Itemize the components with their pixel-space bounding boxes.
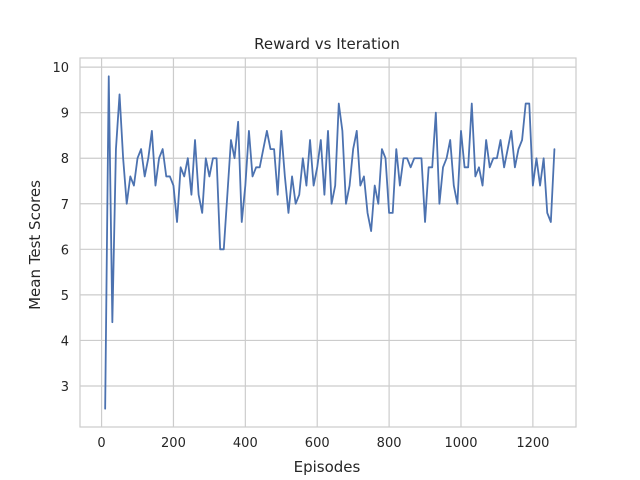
plot-frame — [79, 57, 577, 428]
series — [104, 75, 556, 410]
x-tick-label: 1200 — [516, 436, 549, 451]
y-tick-label: 6 — [61, 243, 69, 258]
chart-title: Reward vs Iteration — [254, 35, 400, 53]
x-tick-label: 800 — [377, 436, 402, 451]
y-tick-label: 3 — [61, 380, 69, 395]
y-tick-label: 7 — [61, 198, 69, 213]
y-tick-label: 8 — [61, 152, 69, 167]
y-axis-label: Mean Test Scores — [26, 180, 44, 310]
y-tick-label: 5 — [61, 289, 69, 304]
y-tick-label: 4 — [61, 334, 69, 349]
x-tick-label: 0 — [97, 436, 105, 451]
x-tick-label: 200 — [161, 436, 186, 451]
x-tick-label: 600 — [305, 436, 330, 451]
y-tick-label: 9 — [61, 107, 69, 122]
series-line — [104, 75, 556, 410]
y-axis-ticks: 3 4 5 6 7 8 9 10 — [52, 61, 69, 395]
x-axis-ticks: 0 200 400 600 800 1000 1200 — [97, 436, 549, 451]
x-axis-label: Episodes — [294, 458, 361, 476]
x-tick-label: 400 — [233, 436, 258, 451]
y-tick-label: 10 — [52, 61, 69, 76]
x-tick-label: 1000 — [444, 436, 477, 451]
